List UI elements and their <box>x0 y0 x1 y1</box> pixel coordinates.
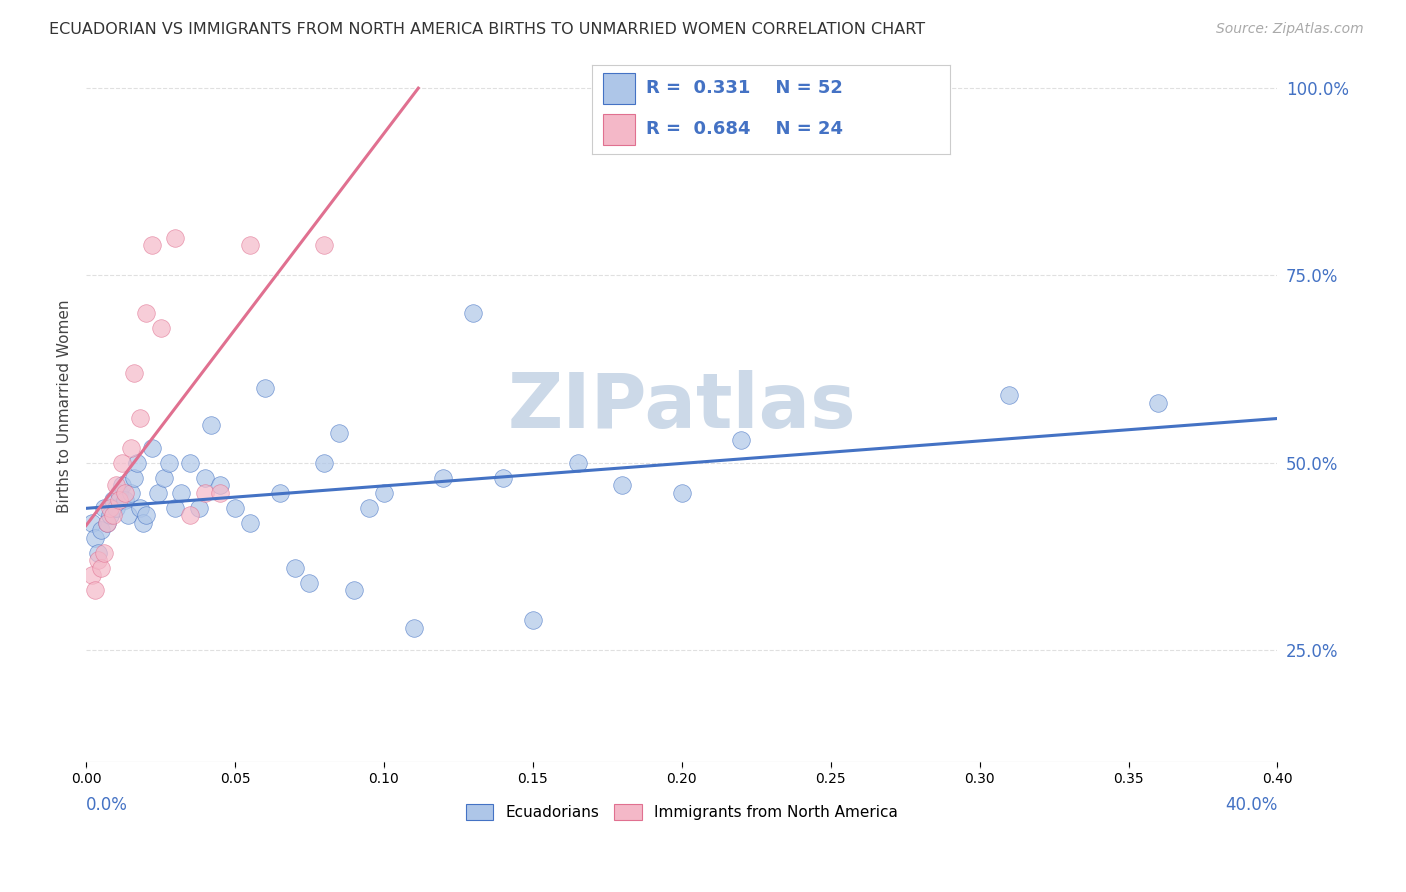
Point <box>111 478 134 492</box>
Point <box>128 410 150 425</box>
Point <box>194 471 217 485</box>
Point <box>122 366 145 380</box>
Point <box>104 478 127 492</box>
Point <box>104 500 127 515</box>
Point <box>87 553 110 567</box>
Point <box>90 560 112 574</box>
Point <box>93 500 115 515</box>
Point <box>122 471 145 485</box>
Point <box>402 621 425 635</box>
Point <box>80 568 103 582</box>
Text: 40.0%: 40.0% <box>1225 797 1278 814</box>
Point <box>108 485 131 500</box>
Point <box>80 516 103 530</box>
Point <box>314 456 336 470</box>
Point <box>117 508 139 523</box>
Point <box>188 500 211 515</box>
Point <box>101 508 124 523</box>
Point <box>492 471 515 485</box>
Point <box>179 508 201 523</box>
Point <box>98 500 121 515</box>
Point <box>90 523 112 537</box>
Point <box>108 493 131 508</box>
Point <box>114 485 136 500</box>
Point <box>284 560 307 574</box>
Point <box>730 434 752 448</box>
Point <box>96 516 118 530</box>
Point <box>111 456 134 470</box>
Point <box>152 471 174 485</box>
Point <box>373 485 395 500</box>
Point <box>135 306 157 320</box>
Point <box>165 500 187 515</box>
Text: 0.0%: 0.0% <box>86 797 128 814</box>
Point <box>209 478 232 492</box>
Point <box>120 441 142 455</box>
Point <box>314 238 336 252</box>
Point <box>1147 396 1170 410</box>
Point <box>120 485 142 500</box>
Point <box>114 493 136 508</box>
Point <box>671 485 693 500</box>
Point <box>101 493 124 508</box>
Point <box>165 231 187 245</box>
Point <box>328 425 350 440</box>
Point <box>200 418 222 433</box>
Point <box>239 516 262 530</box>
Point <box>522 613 544 627</box>
Point <box>87 546 110 560</box>
Point <box>84 531 107 545</box>
Point <box>612 478 634 492</box>
Point <box>96 516 118 530</box>
Text: ECUADORIAN VS IMMIGRANTS FROM NORTH AMERICA BIRTHS TO UNMARRIED WOMEN CORRELATIO: ECUADORIAN VS IMMIGRANTS FROM NORTH AMER… <box>49 22 925 37</box>
Point <box>84 583 107 598</box>
Point <box>253 381 276 395</box>
Legend: Ecuadorians, Immigrants from North America: Ecuadorians, Immigrants from North Ameri… <box>460 797 904 826</box>
Point <box>269 485 291 500</box>
Point <box>98 508 121 523</box>
Point <box>567 456 589 470</box>
Point <box>463 306 485 320</box>
Y-axis label: Births to Unmarried Women: Births to Unmarried Women <box>58 300 72 513</box>
Point <box>298 575 321 590</box>
Point <box>149 321 172 335</box>
Point <box>159 456 181 470</box>
Point <box>224 500 246 515</box>
Point <box>179 456 201 470</box>
Point <box>141 238 163 252</box>
Text: Source: ZipAtlas.com: Source: ZipAtlas.com <box>1216 22 1364 37</box>
Point <box>128 500 150 515</box>
Point <box>125 456 148 470</box>
Point <box>141 441 163 455</box>
Point <box>135 508 157 523</box>
Point <box>239 238 262 252</box>
Point <box>146 485 169 500</box>
Point <box>209 485 232 500</box>
Point <box>432 471 454 485</box>
Point <box>998 388 1021 402</box>
Text: ZIPatlas: ZIPatlas <box>508 369 856 443</box>
Point <box>343 583 366 598</box>
Point <box>93 546 115 560</box>
Point <box>170 485 193 500</box>
Point <box>194 485 217 500</box>
Point <box>131 516 153 530</box>
Point <box>357 500 380 515</box>
